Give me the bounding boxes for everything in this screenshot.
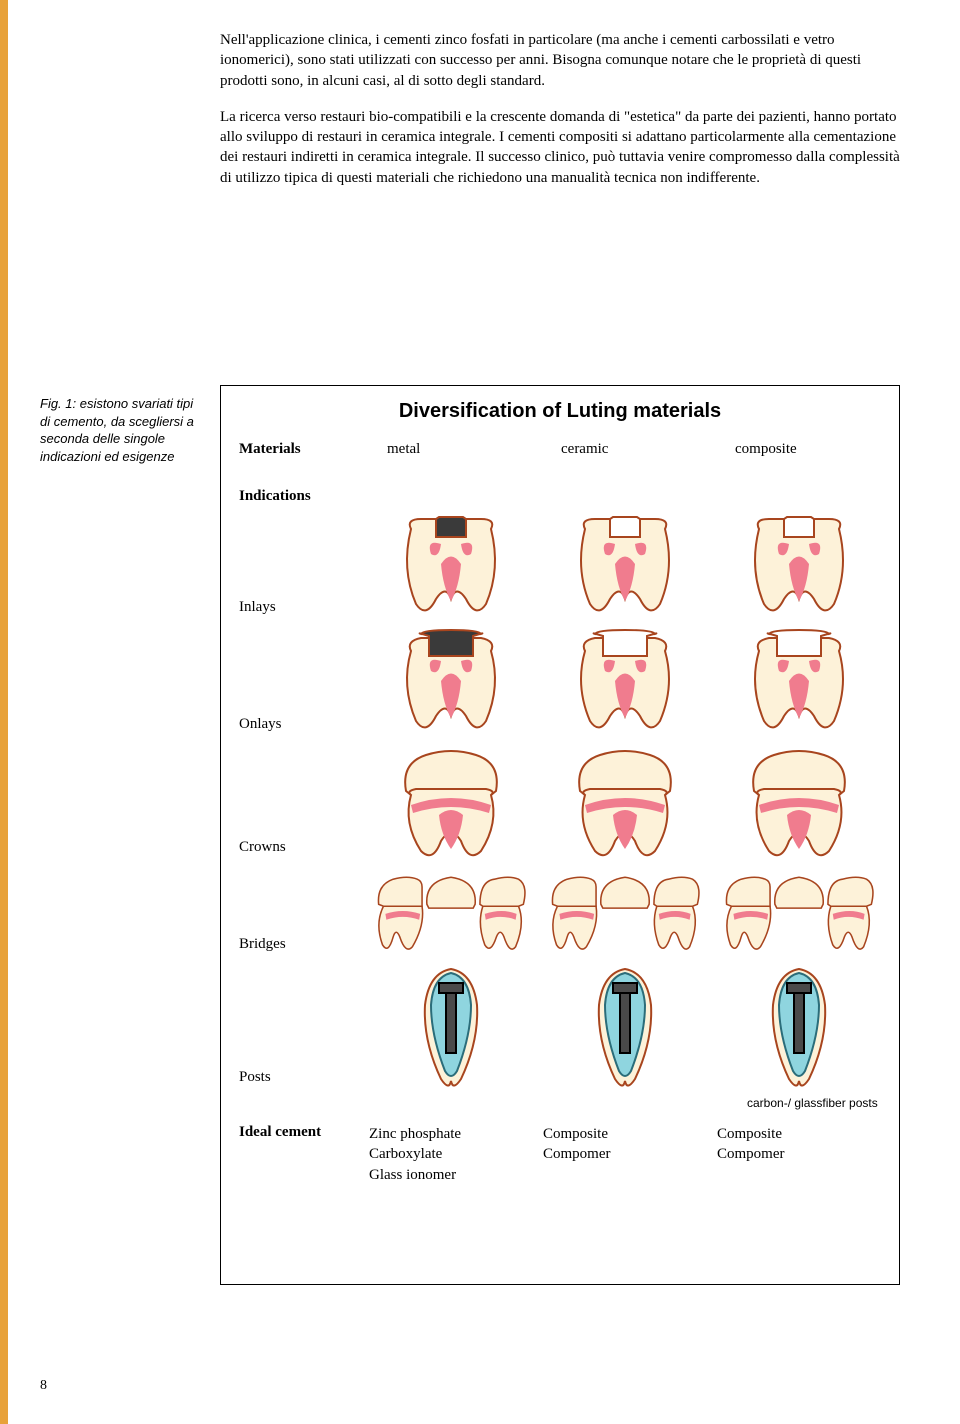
inlay-ceramic-icon [543, 509, 707, 626]
paragraph-2: La ricerca verso restauri bio-compatibil… [220, 107, 900, 188]
col-composite: composite [717, 441, 881, 458]
ideal-metal: Zinc phosphate Carboxylate Glass ionomer [369, 1124, 533, 1185]
bridge-metal-icon [369, 866, 533, 963]
row-onlays: Onlays [239, 716, 359, 743]
figure-box: Diversification of Luting materials Mate… [220, 385, 900, 1285]
ideal-cement-label: Ideal cement [239, 1124, 359, 1141]
figure-caption: Fig. 1: esistono svariati tipi di cement… [40, 395, 205, 465]
materials-label: Materials [239, 441, 359, 458]
post-metal-icon [369, 963, 533, 1096]
row-bridges: Bridges [239, 936, 359, 963]
inlay-metal-icon [369, 509, 533, 626]
onlay-ceramic-icon [543, 626, 707, 743]
figure-title: Diversification of Luting materials [239, 400, 881, 423]
body-text: Nell'applicazione clinica, i cementi zin… [220, 30, 900, 204]
inlay-composite-icon [717, 509, 881, 626]
ideal-composite: Composite Compomer [717, 1124, 881, 1185]
col-metal: metal [369, 441, 533, 458]
crown-metal-icon [369, 743, 533, 866]
ideal-ceramic: Composite Compomer [543, 1124, 707, 1185]
indications-label: Indications [239, 488, 359, 509]
crown-composite-icon [717, 743, 881, 866]
onlay-metal-icon [369, 626, 533, 743]
row-posts: Posts [239, 1069, 359, 1096]
post-composite-icon [717, 963, 881, 1096]
col-ceramic: ceramic [543, 441, 707, 458]
page-number: 8 [40, 1378, 47, 1394]
post-note: carbon-/ glassfiber posts [717, 1096, 881, 1110]
row-crowns: Crowns [239, 839, 359, 866]
bridge-ceramic-icon [543, 866, 707, 963]
crown-ceramic-icon [543, 743, 707, 866]
onlay-composite-icon [717, 626, 881, 743]
row-inlays: Inlays [239, 599, 359, 626]
post-ceramic-icon [543, 963, 707, 1096]
bridge-composite-icon [717, 866, 881, 963]
accent-bar [0, 0, 8, 1424]
paragraph-1: Nell'applicazione clinica, i cementi zin… [220, 30, 900, 91]
